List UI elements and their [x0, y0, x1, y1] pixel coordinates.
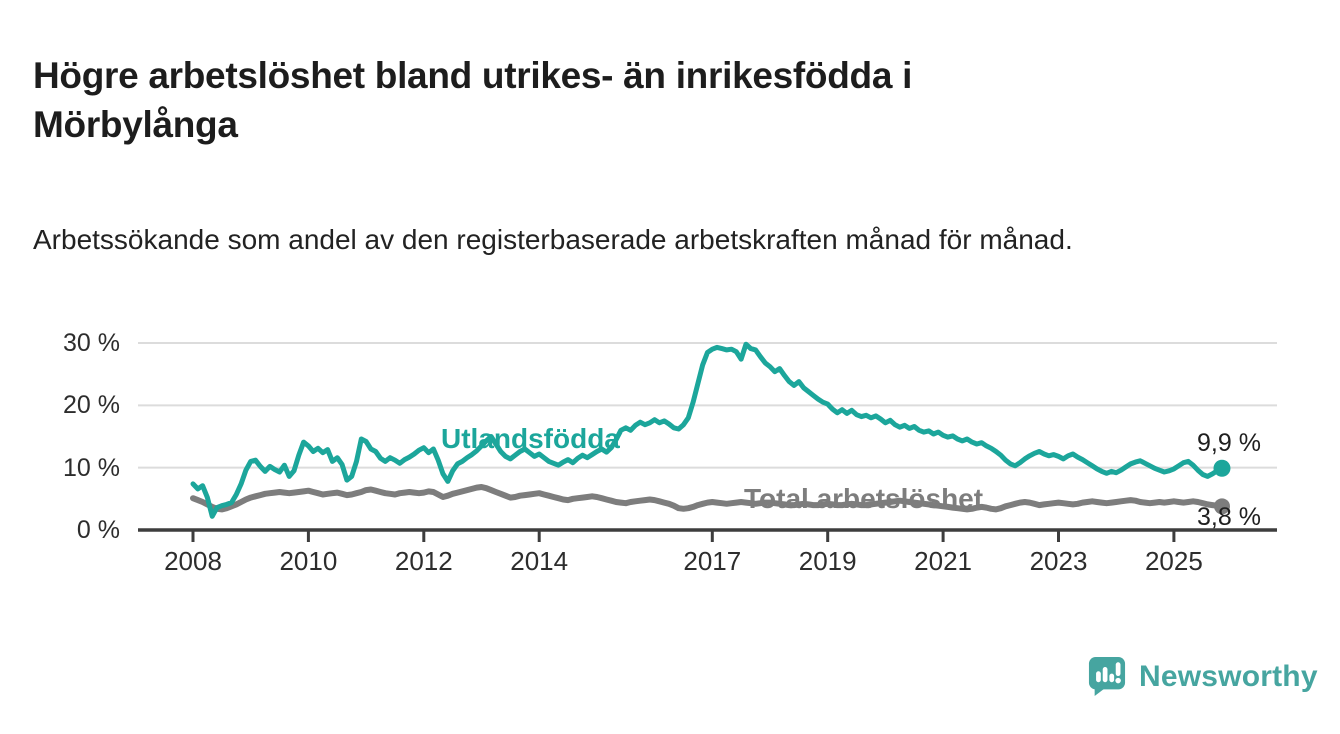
y-axis-tick-label: 0 %	[76, 516, 120, 544]
x-axis-tick-label: 2019	[798, 546, 857, 576]
series-line-utlandsf-dda	[190, 341, 1225, 519]
x-axis-tick-label: 2017	[683, 546, 742, 576]
series-label-total-arbetsloshet: Total arbetslöshet	[744, 483, 984, 514]
y-axis-tick-label: 20 %	[63, 391, 120, 420]
newsworthy-logo-icon	[1088, 657, 1126, 696]
chart-subtitle: Arbetssökande som andel av den registerb…	[33, 224, 1073, 255]
x-axis-tick-label: 2021	[914, 546, 973, 576]
series-end-dot	[1213, 498, 1230, 515]
series-line-total-arbetsl-shet	[190, 484, 1225, 513]
x-axis-tick-label: 2008	[164, 546, 222, 576]
end-value-label-utlandsfodda: 9,9 %	[1197, 429, 1261, 457]
y-axis-tick-label: 30 %	[63, 329, 120, 357]
newsworthy-logo-text: Newsworthy	[1139, 659, 1318, 693]
x-axis-tick-label: 2010	[279, 546, 338, 576]
end-value-label-total: 3,8 %	[1197, 503, 1261, 531]
y-axis-tick-label: 10 %	[63, 453, 120, 482]
x-axis-tick-label: 2014	[510, 546, 569, 576]
series-end-dot	[1213, 459, 1231, 477]
x-axis-tick-label: 2023	[1029, 546, 1088, 576]
x-axis-tick-label: 2025	[1144, 546, 1203, 576]
series-label-utlandsfodda: Utlandsfödda	[441, 423, 620, 454]
newsworthy-logo: Newsworthy	[1088, 656, 1318, 697]
x-axis-tick-label: 2012	[394, 546, 453, 576]
page-title: Högre arbetslöshet bland utrikes- än inr…	[33, 54, 913, 145]
